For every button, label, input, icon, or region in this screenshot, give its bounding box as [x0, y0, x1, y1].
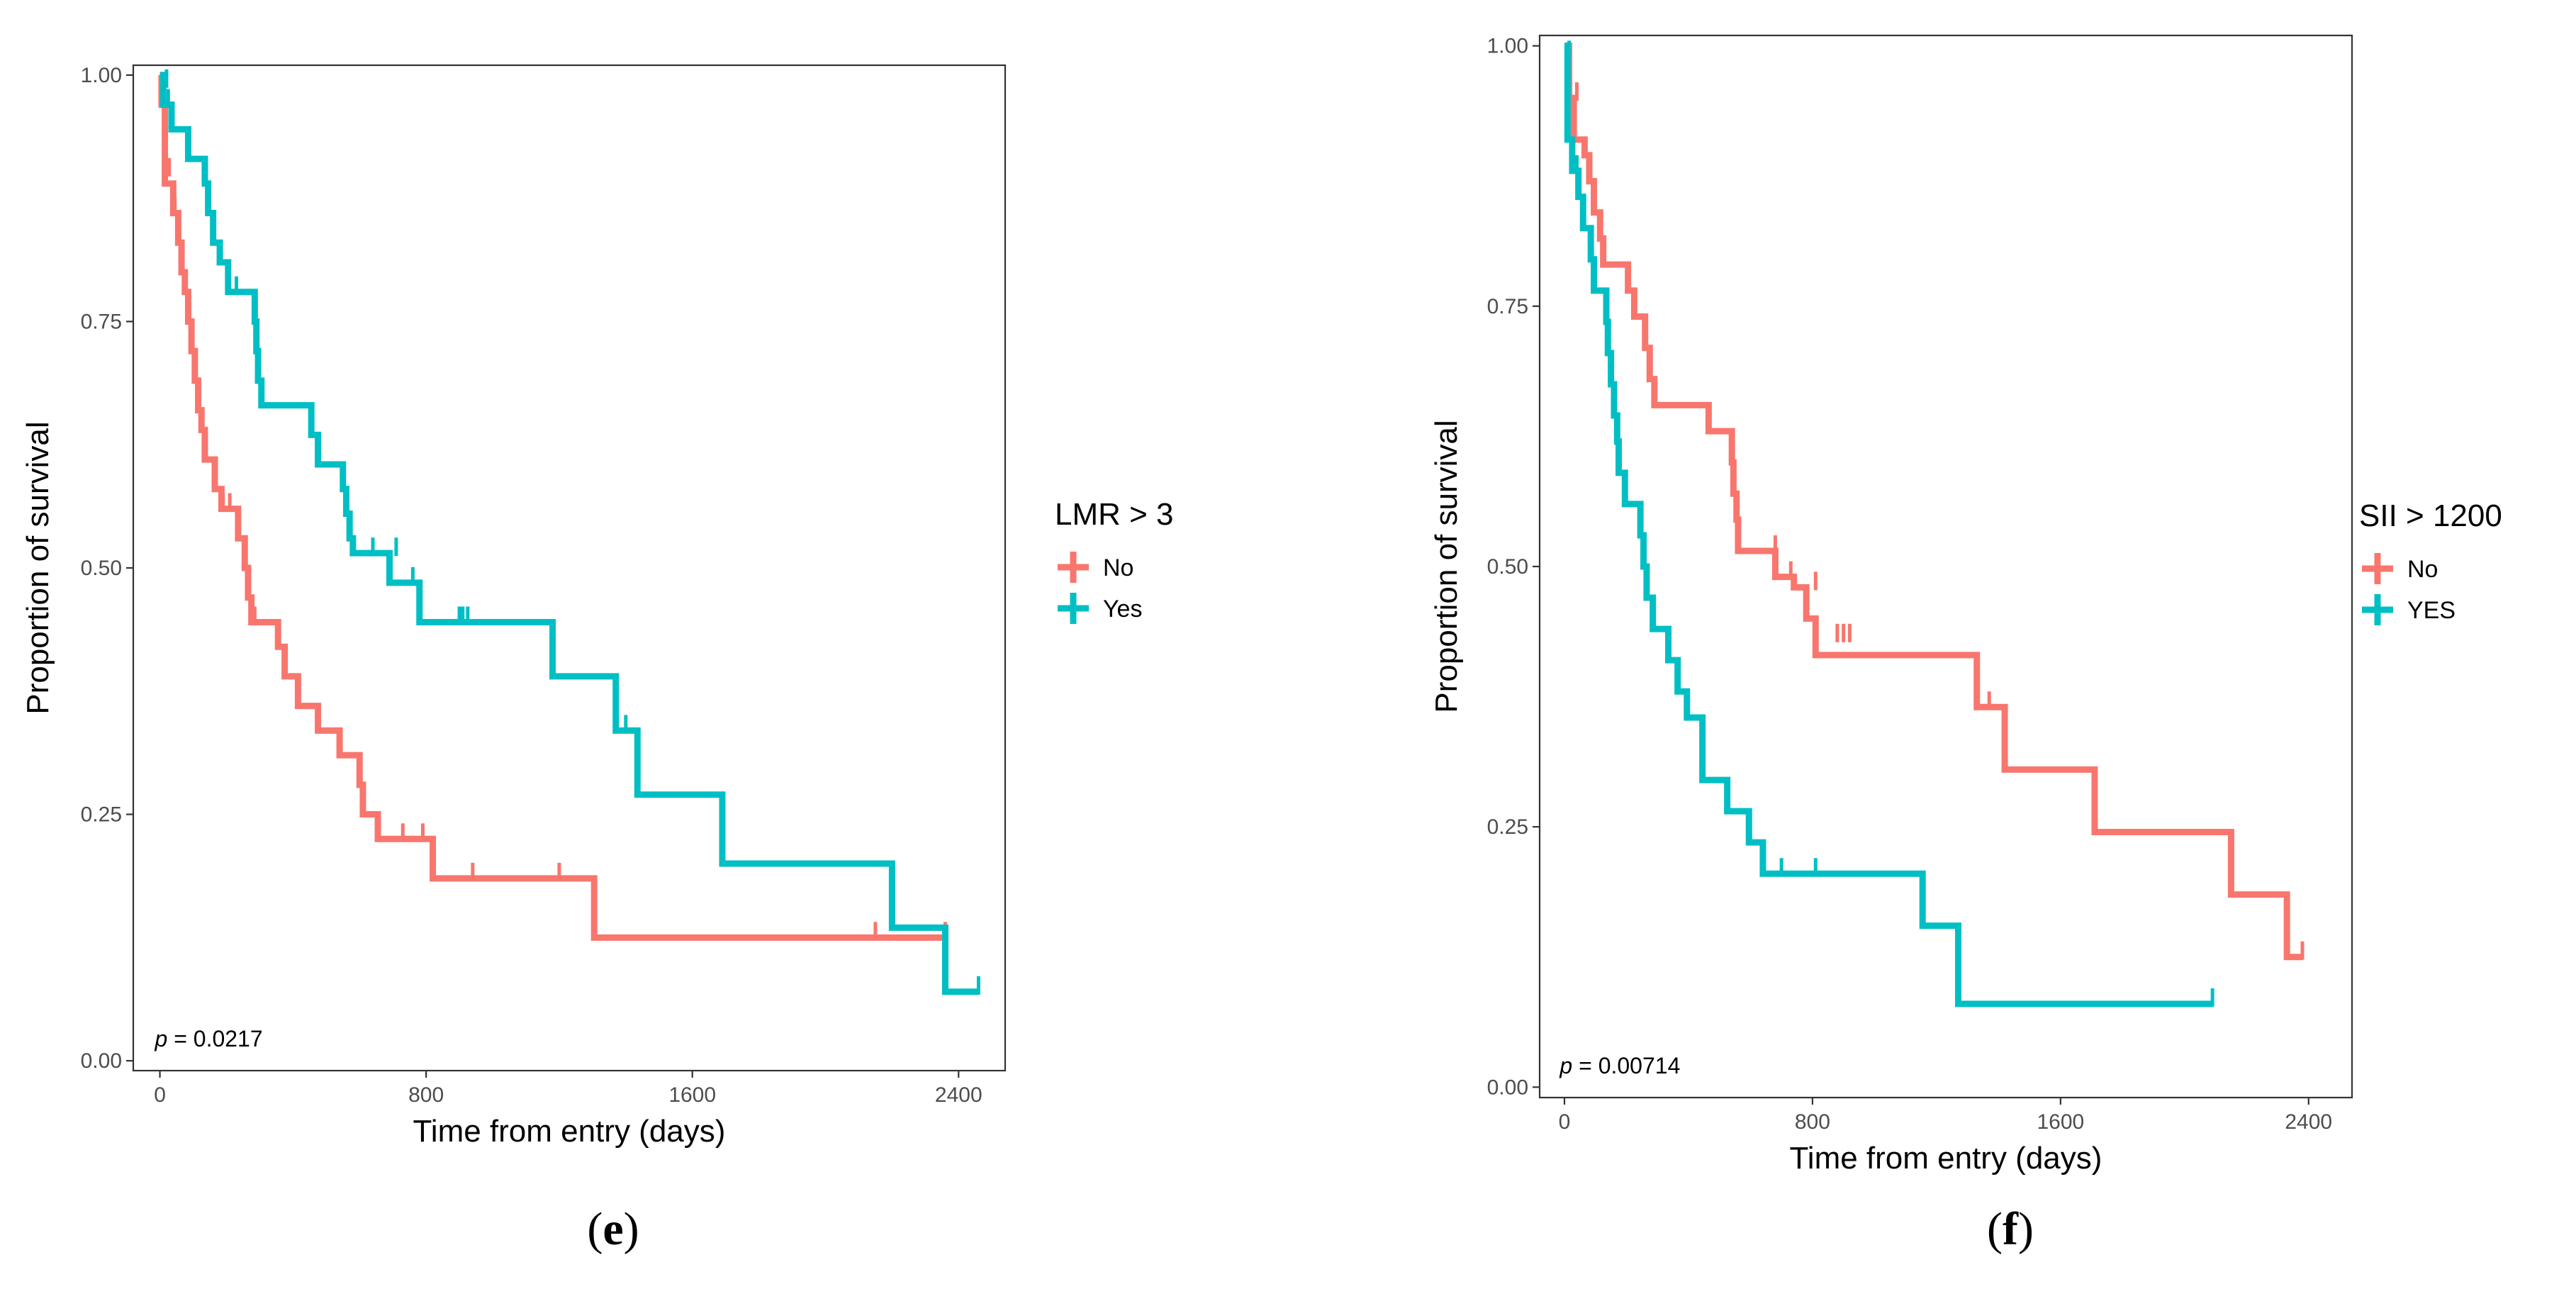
legend-title: LMR > 3 [1055, 497, 1174, 532]
x-tick-label: 0 [1559, 1110, 1571, 1134]
x-tick-label: 800 [1795, 1110, 1830, 1134]
y-tick-label: 0.50 [1487, 555, 1528, 579]
x-tick-label: 800 [408, 1083, 444, 1107]
y-tick-label: 0.75 [1487, 295, 1528, 318]
p-symbol: p [155, 1026, 168, 1051]
p-value: p = 0.00714 [1559, 1053, 1680, 1078]
p-value-text: = 0.0217 [167, 1026, 262, 1051]
y-tick-label: 0.00 [81, 1049, 122, 1073]
x-axis-title: Time from entry (days) [1790, 1141, 2102, 1176]
y-tick-label: 0.75 [81, 310, 122, 333]
p-value: p = 0.0217 [155, 1026, 263, 1051]
x-tick-label: 2400 [2285, 1110, 2332, 1134]
x-tick-label: 0 [154, 1083, 166, 1107]
p-value-text: = 0.00714 [1572, 1053, 1680, 1078]
km-curve-no [1564, 43, 2303, 961]
legend-label-yes: Yes [1103, 596, 1142, 623]
x-tick-label: 1600 [668, 1083, 716, 1107]
legend-label-no: No [2407, 556, 2438, 583]
y-tick-label: 0.50 [81, 557, 122, 580]
km-curve-yes [159, 72, 979, 995]
y-tick-label: 0.25 [81, 803, 122, 827]
km-panel-e: 0.00 0.25 0.50 0.75 1.00 0 800 1600 2400 Time fro… [21, 64, 1174, 1255]
km-curve-no [158, 72, 946, 941]
plot-panel-border [132, 64, 1007, 1072]
km-curve-yes [1564, 43, 2213, 1008]
y-tick-label: 0.25 [1487, 815, 1528, 839]
y-tick-label: 1.00 [1487, 35, 1528, 58]
panel-label: (f) [1987, 1203, 2034, 1255]
legend-label-yes: YES [2407, 597, 2455, 624]
legend-label-no: No [1103, 554, 1133, 581]
x-tick-label: 1600 [2037, 1110, 2084, 1134]
x-tick-label: 2400 [935, 1083, 982, 1107]
plot-panel-border [1538, 34, 2353, 1099]
x-axis-title: Time from entry (days) [413, 1114, 726, 1149]
p-symbol: p [1559, 1053, 1572, 1078]
y-axis-title: Proportion of survival [1429, 420, 1464, 713]
panel-label: (e) [587, 1203, 639, 1255]
y-tick-label: 1.00 [81, 64, 122, 87]
y-axis-title: Proportion of survival [21, 421, 55, 714]
y-tick-label: 0.00 [1487, 1076, 1528, 1099]
km-panel-f: 0.00 0.25 0.50 0.75 1.00 0 800 1600 2400 Time fro… [1429, 35, 2502, 1255]
legend-title: SII > 1200 [2359, 498, 2502, 533]
